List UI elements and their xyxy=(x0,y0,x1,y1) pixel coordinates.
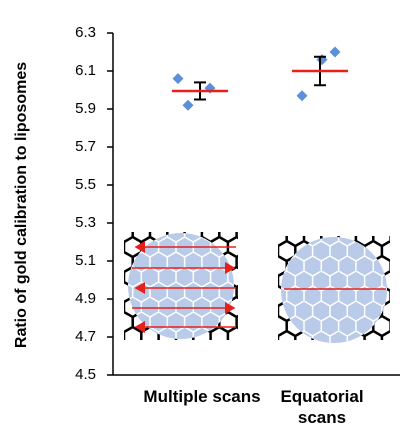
y-tick-label: 5.1 xyxy=(75,252,96,269)
data-point xyxy=(182,99,194,111)
y-tick-label: 5.5 xyxy=(75,176,96,193)
y-tick-label: 5.7 xyxy=(75,138,96,155)
y-tick-label: 6.3 xyxy=(75,24,96,41)
x-tick-label: Equatorial scans xyxy=(280,387,364,427)
y-tick-label: 5.3 xyxy=(75,214,96,231)
y-tick-label: 6.1 xyxy=(75,62,96,79)
data-point xyxy=(296,90,308,102)
y-tick-label: 4.5 xyxy=(75,366,96,383)
illustrations xyxy=(124,232,390,343)
y-axis-title: Ratio of gold calibration to liposomes xyxy=(13,62,30,348)
liposome xyxy=(128,233,234,339)
data-point xyxy=(329,46,341,58)
x-tick-label: Multiple scans xyxy=(143,387,261,406)
y-tick-label: 5.9 xyxy=(75,100,96,117)
y-tick-label: 4.9 xyxy=(75,290,96,307)
y-tick-label: 4.7 xyxy=(75,328,96,345)
liposome xyxy=(281,237,387,343)
data-point xyxy=(172,73,184,85)
